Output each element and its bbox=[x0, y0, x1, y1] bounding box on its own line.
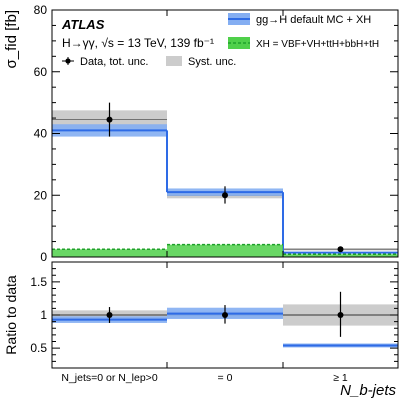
main-ytick-label-0: 0 bbox=[40, 250, 47, 264]
legend: Data, tot. unc. Syst. unc. gg→H default … bbox=[62, 13, 379, 68]
ratio-data-points bbox=[106, 291, 344, 337]
legend-xh-label: XH = VBF+VH+ttH+bbH+tH bbox=[256, 39, 379, 50]
xh-bar-0 bbox=[52, 249, 167, 257]
process-label: H→γγ, √s = 13 TeV, 139 fb⁻¹ bbox=[62, 36, 214, 50]
main-panel: 0 20 40 60 80 σ_fid [fb] ATLAS H→γγ, √s = 13… bbox=[3, 3, 399, 264]
main-ytick-label-4: 80 bbox=[34, 3, 48, 17]
legend-data-marker bbox=[65, 58, 71, 64]
xh-bar-1 bbox=[167, 244, 283, 257]
data-points bbox=[106, 102, 344, 253]
legend-entry-data: Data, tot. unc. bbox=[62, 56, 148, 68]
main-ytick-label-3: 60 bbox=[34, 65, 48, 79]
ratio-panel: 0.5 1 1.5 Ratio to data bbox=[3, 261, 399, 369]
ratio-ytick-label-0: 0.5 bbox=[30, 341, 47, 355]
ratio-ytick-label-2: 1.5 bbox=[30, 275, 47, 289]
main-x-ticks bbox=[166, 10, 284, 257]
legend-entry-syst: Syst. unc. bbox=[166, 56, 236, 68]
data-point-2 bbox=[337, 246, 344, 253]
legend-entry-xh: XH = VBF+VH+ttH+bbH+tH bbox=[228, 37, 379, 50]
legend-syst-swatch bbox=[166, 56, 182, 66]
x-category-label-1: = 0 bbox=[218, 372, 233, 384]
atlas-label: ATLAS bbox=[61, 17, 105, 32]
x-axis-label: N_b-jets bbox=[340, 382, 396, 399]
ratio-x-ticks bbox=[166, 262, 284, 368]
xh-bar-2 bbox=[283, 254, 398, 257]
legend-entry-ggh: gg→H default MC + XH bbox=[228, 13, 371, 26]
x-category-label-0: N_jets=0 or N_lep>0 bbox=[61, 372, 157, 384]
ratio-y-ticks: 0.5 1 1.5 bbox=[30, 268, 398, 362]
main-y-ticks: 0 20 40 60 80 bbox=[34, 3, 398, 264]
ratio-ytick-label-1: 1 bbox=[40, 308, 47, 322]
x-category-label-2: ≥ 1 bbox=[333, 372, 348, 384]
x-category-labels: N_jets=0 or N_lep>0 = 0 ≥ 1 bbox=[61, 372, 348, 384]
main-ytick-label-2: 40 bbox=[34, 127, 48, 141]
data-point-1 bbox=[222, 192, 228, 199]
legend-syst-label: Syst. unc. bbox=[188, 56, 236, 68]
legend-ggh-label: gg→H default MC + XH bbox=[256, 14, 371, 26]
ratio-point-1 bbox=[222, 312, 228, 318]
legend-data-label: Data, tot. unc. bbox=[80, 56, 148, 68]
ratio-point-2 bbox=[337, 312, 344, 318]
main-y-axis-label: σ_fid [fb] bbox=[3, 10, 20, 68]
xh-prediction-bars bbox=[52, 243, 398, 257]
ratio-y-axis-label: Ratio to data bbox=[3, 275, 19, 355]
main-ytick-label-1: 20 bbox=[34, 188, 48, 202]
x-axis-label-main: N_b-jets bbox=[340, 382, 396, 399]
ratio-point-0 bbox=[106, 312, 113, 318]
data-point-0 bbox=[106, 116, 113, 123]
